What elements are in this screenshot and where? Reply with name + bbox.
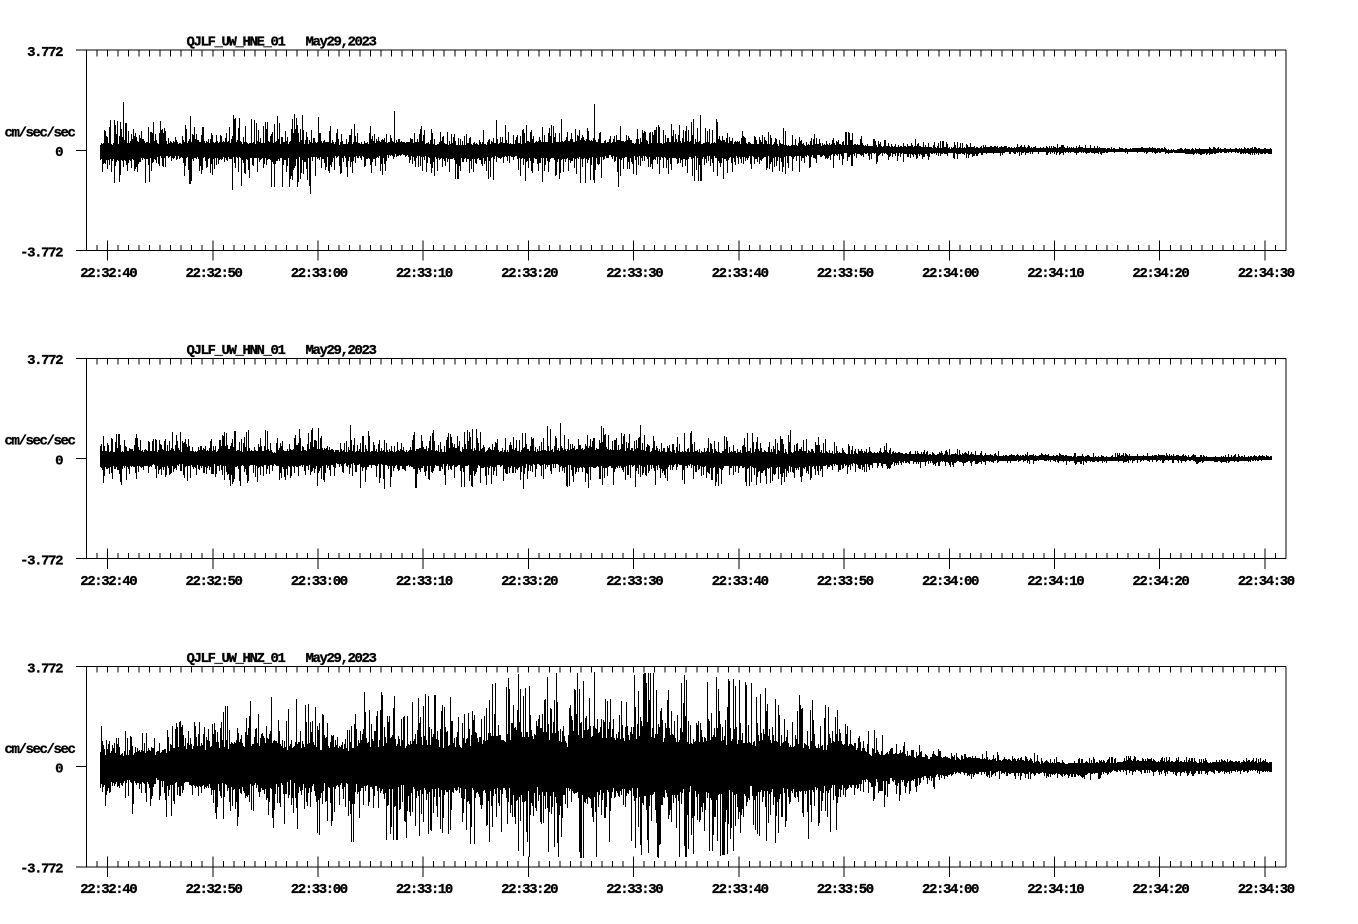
svg-text:22:33:50: 22:33:50 [817, 882, 874, 898]
svg-text:22:33:10: 22:33:10 [396, 882, 453, 898]
svg-text:22:33:10: 22:33:10 [396, 574, 453, 590]
svg-text:22:33:50: 22:33:50 [817, 574, 874, 590]
svg-text:cm/sec/sec: cm/sec/sec [5, 742, 76, 758]
svg-text:22:32:50: 22:32:50 [185, 266, 242, 282]
svg-text:0: 0 [55, 453, 63, 469]
svg-text:3.772: 3.772 [27, 45, 63, 61]
svg-text:22:32:50: 22:32:50 [185, 574, 242, 590]
svg-text:22:33:30: 22:33:30 [606, 266, 663, 282]
svg-text:22:33:30: 22:33:30 [606, 574, 663, 590]
svg-text:22:32:40: 22:32:40 [80, 266, 137, 282]
svg-text:22:34:20: 22:34:20 [1132, 882, 1189, 898]
svg-text:22:33:20: 22:33:20 [501, 882, 558, 898]
svg-text:22:33:50: 22:33:50 [817, 266, 874, 282]
svg-text:22:33:00: 22:33:00 [291, 266, 348, 282]
svg-text:22:33:00: 22:33:00 [291, 574, 348, 590]
svg-text:0: 0 [55, 145, 63, 161]
svg-text:3.772: 3.772 [27, 661, 63, 677]
svg-text:22:34:20: 22:34:20 [1132, 266, 1189, 282]
svg-text:QJLF_UW_HNE_01 May29,2023: QJLF_UW_HNE_01 May29,2023 [187, 35, 377, 51]
svg-text:-3.772: -3.772 [20, 554, 63, 570]
svg-text:22:33:40: 22:33:40 [712, 882, 769, 898]
svg-text:22:34:10: 22:34:10 [1027, 882, 1084, 898]
svg-text:22:34:10: 22:34:10 [1027, 574, 1084, 590]
svg-text:22:32:40: 22:32:40 [80, 882, 137, 898]
svg-text:22:34:10: 22:34:10 [1027, 266, 1084, 282]
svg-text:22:34:30: 22:34:30 [1238, 574, 1295, 590]
svg-text:22:33:20: 22:33:20 [501, 574, 558, 590]
svg-text:22:34:00: 22:34:00 [922, 266, 979, 282]
svg-text:22:32:50: 22:32:50 [185, 882, 242, 898]
svg-text:22:33:40: 22:33:40 [712, 266, 769, 282]
svg-text:QJLF_UW_HNN_01 May29,2023: QJLF_UW_HNN_01 May29,2023 [187, 343, 377, 359]
svg-text:22:34:00: 22:34:00 [922, 574, 979, 590]
svg-text:22:32:40: 22:32:40 [80, 574, 137, 590]
svg-text:22:34:30: 22:34:30 [1238, 266, 1295, 282]
svg-text:22:33:40: 22:33:40 [712, 574, 769, 590]
svg-text:3.772: 3.772 [27, 353, 63, 369]
svg-text:0: 0 [55, 761, 63, 777]
svg-text:22:34:00: 22:34:00 [922, 882, 979, 898]
svg-text:22:34:30: 22:34:30 [1238, 882, 1295, 898]
svg-text:22:33:30: 22:33:30 [606, 882, 663, 898]
svg-text:22:33:10: 22:33:10 [396, 266, 453, 282]
svg-text:22:33:00: 22:33:00 [291, 882, 348, 898]
svg-text:-3.772: -3.772 [20, 245, 63, 261]
svg-text:cm/sec/sec: cm/sec/sec [5, 126, 76, 142]
svg-text:22:33:20: 22:33:20 [501, 266, 558, 282]
svg-text:-3.772: -3.772 [20, 862, 63, 878]
svg-text:22:34:20: 22:34:20 [1132, 574, 1189, 590]
svg-text:QJLF_UW_HNZ_01 May29,2023: QJLF_UW_HNZ_01 May29,2023 [187, 651, 377, 667]
svg-text:cm/sec/sec: cm/sec/sec [5, 434, 76, 450]
